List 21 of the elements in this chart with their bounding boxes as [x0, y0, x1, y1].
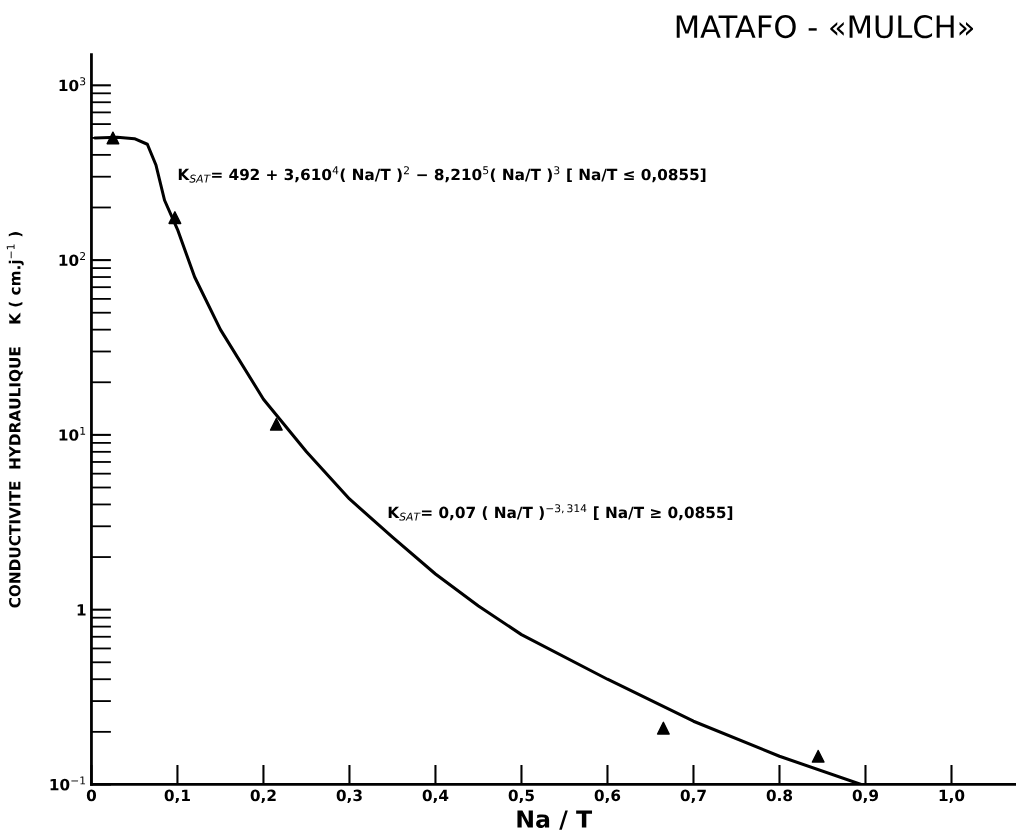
x-tick-label: 0.8 — [766, 789, 793, 802]
y-tick-label: 10$^{1}$ — [59, 426, 86, 441]
y-tick-label: 10$^{−1}$ — [50, 776, 86, 791]
y-axis-title: CONDUCTIVITE HYDRAULIQUE K ( cm.j$^{−1}$ ) — [6, 232, 24, 608]
x-axis-title: Na / T — [517, 810, 593, 830]
x-tick-label: 0,2 — [250, 789, 276, 804]
text: K$_{SAT}$= 492 + 3,610$^{4}$( Na/T )$^{2}$ − 8,210$^{5}$( Na/T )$^{3}$ [ Na/T ≤ 0,0855] — [178, 166, 706, 183]
x-tick-label: 0 — [86, 789, 97, 802]
y-tick-label: 10$^{3}$ — [59, 77, 86, 92]
y-tick-label: 1 — [77, 604, 86, 616]
y-tick-label: 10$^{2}$ — [59, 252, 85, 267]
x-tick-label: 0,3 — [336, 789, 362, 804]
chart-title: MATAFO - «MULCH» — [676, 15, 974, 39]
x-tick-label: 0,4 — [422, 789, 449, 804]
x-tick-label: 0,6 — [594, 789, 621, 804]
x-tick-label: 0,1 — [164, 789, 190, 804]
annotation: K$_{SAT}$= 0,07 ( Na/T )$^{−3,314}$ [ Na/T ≥ 0,0855] — [388, 504, 733, 521]
x-tick-label: 1,0 — [939, 789, 965, 804]
x-tick-label: 0,9 — [852, 789, 879, 804]
x-tick-label: 0,5 — [508, 789, 534, 804]
x-tick-label: 0,7 — [680, 789, 706, 804]
